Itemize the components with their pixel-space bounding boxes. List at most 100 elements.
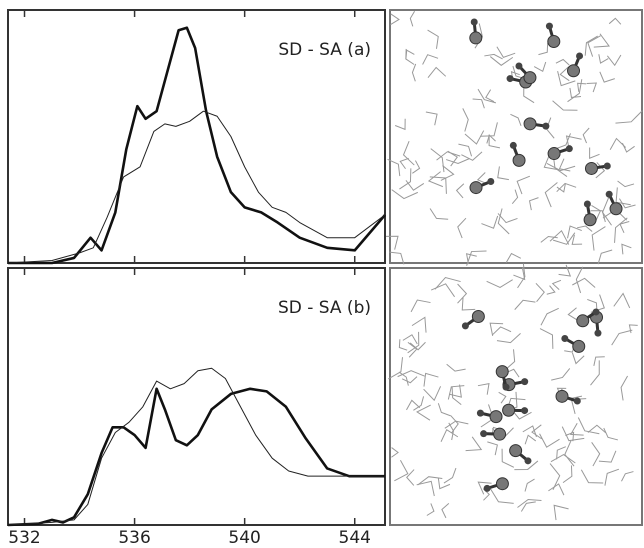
atom [495,477,509,491]
stick [550,453,576,464]
stick [613,292,631,309]
stick [549,229,570,245]
atom [461,322,469,330]
stick [472,98,485,109]
stick [474,23,483,49]
stick [546,285,556,295]
stick [590,360,600,386]
stick [391,447,399,458]
atom [555,389,569,403]
stick [407,341,418,358]
stick [498,391,507,404]
atom [545,22,553,30]
stick [569,422,584,436]
spectrum-line [8,26,386,265]
stick [565,431,575,442]
stick [538,43,549,56]
stick [489,322,504,336]
stick [429,208,449,220]
stick [577,225,593,232]
stick [567,79,583,103]
stick [429,176,447,194]
stick [524,434,537,445]
snapshot-frame [389,9,643,264]
spectrum-line [7,110,386,264]
atom [605,190,613,198]
stick [551,279,562,290]
stick [598,450,617,463]
stick [391,189,419,200]
stick [514,460,539,471]
stick [516,175,531,195]
stick [491,326,512,336]
stick [416,480,435,497]
stick [394,460,409,482]
stick [477,382,490,395]
stick [427,66,447,79]
stick [539,433,560,448]
stick [411,63,417,82]
atom [487,177,495,185]
stick [409,10,416,27]
stick [543,152,560,171]
stick [552,100,578,111]
stick [557,71,576,87]
stick [443,467,457,484]
stick [398,371,409,386]
atom [521,407,529,415]
stick [486,279,513,288]
stick [462,108,469,132]
stick [561,426,585,442]
stick [531,424,543,440]
stick [465,253,477,265]
stick [535,282,545,303]
stick [423,372,439,387]
stick [510,113,522,126]
stick [398,339,408,351]
stick [621,471,634,482]
stick [490,488,514,504]
stick [562,465,573,484]
atom [521,378,529,386]
stick [411,316,427,333]
atom [609,202,623,216]
stick [447,385,465,400]
atom [547,147,561,161]
stick [405,180,425,191]
stick [520,501,536,512]
stick [451,386,462,406]
stick [448,384,462,398]
stick [591,226,606,251]
stick [589,147,600,159]
stick [410,299,431,313]
stick [584,35,598,56]
atom [583,200,591,208]
stick [511,189,519,205]
stick [397,370,425,378]
stick [514,299,536,310]
atom [480,430,488,438]
atom [594,329,602,337]
stick [595,162,606,179]
stick [481,215,499,229]
stick [427,29,439,49]
plot-frame [7,267,386,526]
stick [457,283,468,304]
stick [528,197,539,211]
stick [399,157,409,170]
stick [577,82,587,92]
stick [489,56,514,66]
stick [615,110,643,124]
stick [540,307,559,326]
panel-label: SD - SA (b) [278,298,371,318]
stick [617,180,635,188]
stick [399,168,412,190]
stick [390,13,400,26]
atom [547,35,561,49]
atom [542,122,550,130]
stick [388,357,404,380]
stick [487,441,498,456]
atom [469,31,483,45]
stick [437,403,451,417]
stick [567,225,582,239]
